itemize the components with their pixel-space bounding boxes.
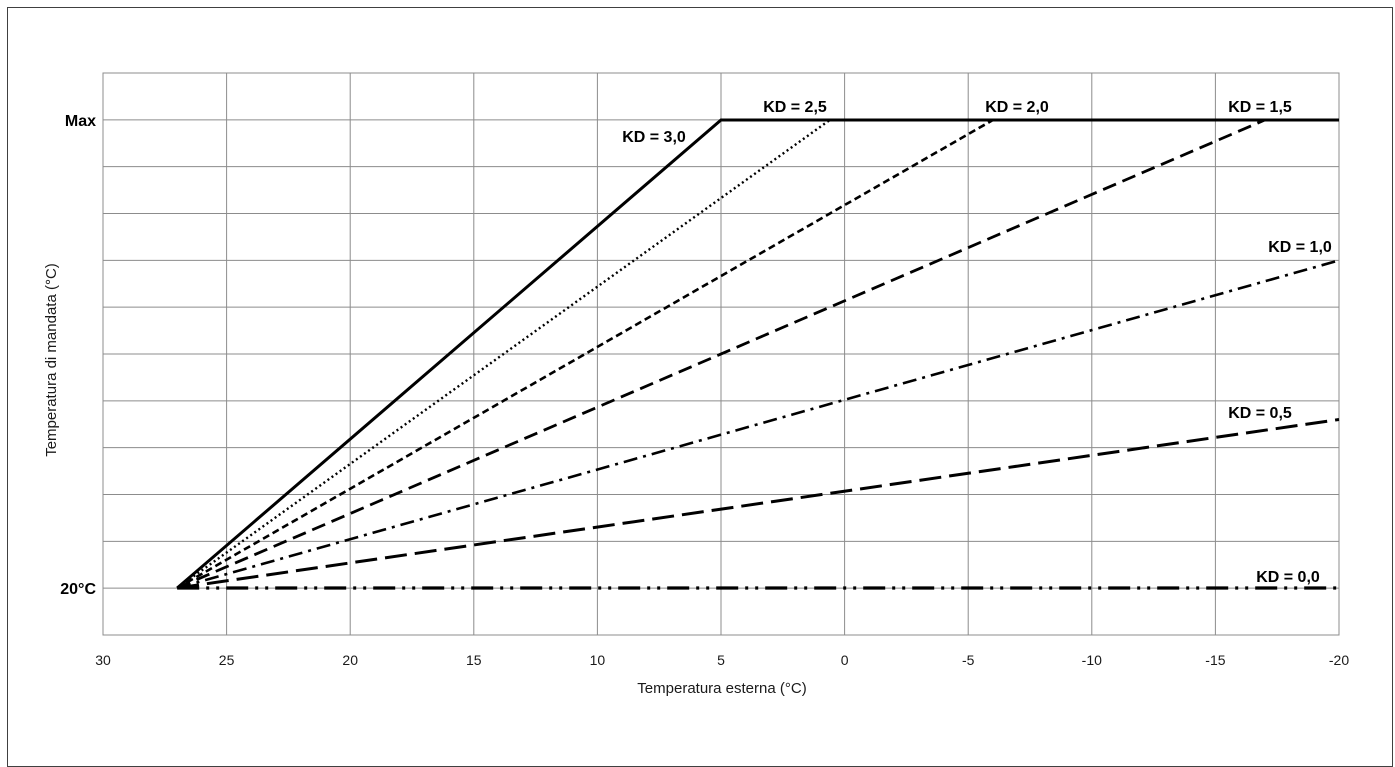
y-axis-label: Temperatura di mandata (°C)	[43, 263, 60, 457]
x-tick-label: 0	[841, 652, 849, 668]
series-line	[176, 118, 1339, 590]
series-line	[176, 118, 1266, 590]
x-tick-label: 5	[717, 652, 725, 668]
series-label: KD = 0,5	[1228, 405, 1292, 422]
series-line	[176, 418, 1340, 590]
series-lines	[176, 118, 1340, 590]
series-line	[176, 119, 831, 589]
x-tick-label: 25	[219, 652, 235, 668]
y-tick-label: Max	[65, 113, 96, 130]
chart-frame	[7, 7, 1393, 767]
series-line	[176, 118, 994, 590]
x-tick-label: -5	[962, 652, 975, 668]
x-tick-label: 15	[466, 652, 482, 668]
x-tick-label: -15	[1205, 652, 1225, 668]
x-tick-label: 10	[590, 652, 606, 668]
series-label: KD = 0,0	[1256, 569, 1320, 586]
series-label: KD = 2,5	[763, 99, 827, 116]
x-tick-label: -20	[1329, 652, 1349, 668]
x-axis-label: Temperatura esterna (°C)	[637, 680, 806, 697]
series-line	[176, 259, 1340, 590]
series-label: KD = 1,0	[1268, 239, 1332, 256]
x-tick-label: 30	[95, 652, 111, 668]
x-tick-label: -10	[1082, 652, 1102, 668]
series-label: KD = 2,0	[985, 99, 1049, 116]
x-tick-label: 20	[342, 652, 358, 668]
series-label: KD = 1,5	[1228, 99, 1292, 116]
labels: 30 25 20 15 10 5 0 -5 -10 -15 -20 Max 20°C KD = 3,0 KD…	[60, 99, 1349, 668]
y-tick-label: 20°C	[60, 581, 96, 598]
series-label: KD = 3,0	[622, 129, 686, 146]
